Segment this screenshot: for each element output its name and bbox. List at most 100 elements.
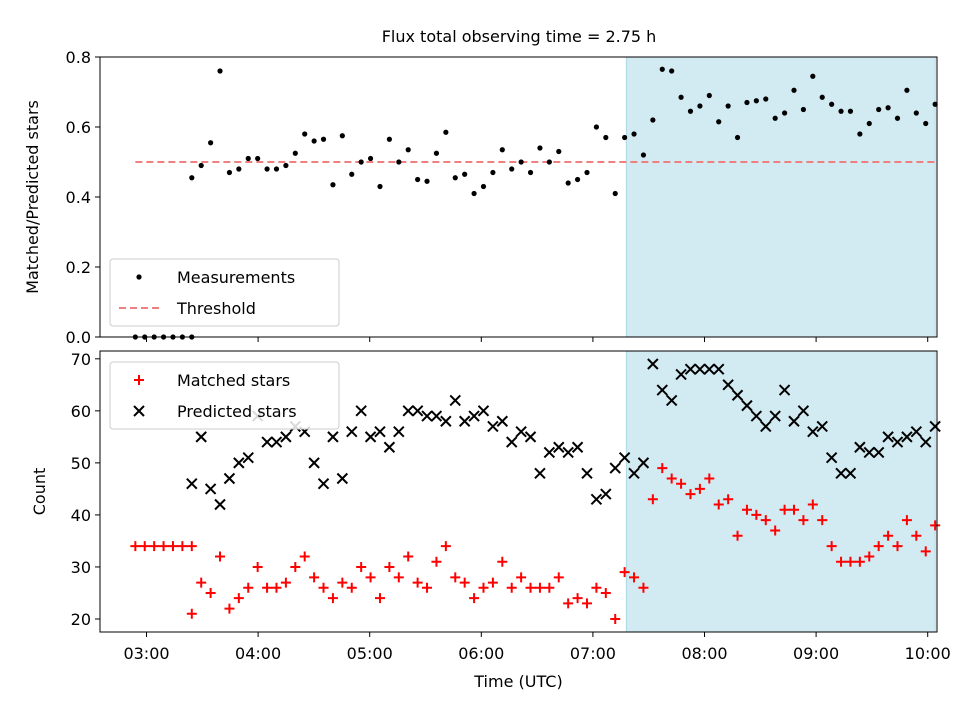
- data-point-predicted: [854, 441, 866, 453]
- data-point-predicted: [562, 446, 574, 459]
- data-point: [857, 131, 863, 137]
- data-point: [358, 159, 364, 165]
- data-point-matched: [619, 567, 630, 578]
- data-point: [706, 92, 712, 99]
- data-point: [772, 115, 778, 121]
- data-point-matched: [676, 478, 687, 489]
- data-point: [255, 155, 261, 162]
- data-point-predicted: [844, 467, 857, 479]
- data-point: [208, 140, 214, 146]
- highlight-band: [625, 350, 936, 633]
- y-tick-label: 0.8: [66, 48, 91, 67]
- data-point: [603, 134, 609, 141]
- x-tick-label: 05:00: [347, 644, 393, 663]
- data-point-matched: [901, 515, 912, 526]
- data-point-predicted: [656, 384, 668, 396]
- data-point: [734, 134, 741, 141]
- data-point: [330, 182, 336, 188]
- data-point-predicted: [778, 384, 791, 396]
- data-point-predicted: [186, 477, 198, 490]
- data-point-matched: [450, 572, 461, 583]
- data-point-predicted: [402, 405, 414, 417]
- data-point-predicted: [487, 420, 499, 433]
- data-point-matched: [911, 530, 922, 541]
- y-tick-label: 60: [71, 402, 91, 421]
- data-point: [292, 150, 298, 156]
- legend-label: Measurements: [177, 268, 295, 287]
- data-point-predicted: [553, 441, 565, 453]
- data-point-matched: [139, 541, 150, 552]
- data-point-matched: [215, 551, 226, 562]
- data-point: [245, 155, 251, 162]
- data-point-matched: [647, 494, 658, 505]
- data-point-predicted: [317, 477, 330, 490]
- data-point: [546, 159, 552, 165]
- data-point-matched: [807, 499, 818, 510]
- data-point-matched: [629, 572, 640, 583]
- data-point-predicted: [195, 431, 207, 443]
- data-point-matched: [356, 561, 367, 572]
- data-point-matched: [205, 587, 216, 598]
- data-point-matched: [920, 546, 931, 557]
- data-point-predicted: [788, 415, 800, 427]
- x-tick-label: 06:00: [458, 644, 504, 663]
- data-point-predicted: [647, 358, 659, 370]
- y-tick-label: 50: [71, 454, 91, 473]
- data-point-predicted: [684, 363, 697, 375]
- data-point-predicted: [242, 451, 254, 464]
- data-point-matched: [779, 504, 790, 515]
- y-tick-label: 20: [71, 610, 91, 629]
- data-point: [565, 180, 571, 186]
- data-point: [443, 129, 449, 135]
- highlight-band: [625, 56, 936, 338]
- data-point-predicted: [364, 431, 377, 443]
- data-point: [283, 162, 289, 169]
- data-point-predicted: [524, 431, 537, 443]
- ratio-panel: 0.0 0.2 0.4 0.6 0.8 Matched/Predicted stars Me…: [23, 48, 938, 347]
- data-point-matched: [826, 541, 837, 552]
- data-point: [697, 103, 703, 109]
- data-point: [396, 159, 402, 165]
- data-point-matched: [233, 593, 244, 604]
- chart-title: Flux total observing time = 2.75 h: [382, 27, 657, 46]
- legend-marker: [136, 274, 142, 280]
- data-point: [349, 171, 355, 177]
- legend-marker: [134, 375, 144, 385]
- data-point-matched: [374, 593, 385, 604]
- legend-box: [109, 258, 340, 327]
- data-point-predicted: [665, 394, 678, 407]
- axes-frame: [99, 350, 938, 633]
- data-point-predicted: [233, 457, 245, 469]
- data-point: [405, 147, 411, 153]
- data-point: [424, 178, 430, 184]
- y-axis-label: Matched/Predicted stars: [23, 100, 42, 294]
- data-point-matched: [149, 541, 160, 552]
- data-point-predicted: [731, 389, 744, 401]
- data-point: [226, 169, 233, 176]
- data-point-matched: [666, 473, 677, 484]
- data-point: [509, 166, 515, 172]
- data-point-predicted: [468, 410, 480, 422]
- x-tick-label: 04:00: [235, 644, 281, 663]
- data-point-matched: [657, 463, 668, 474]
- data-point: [640, 152, 647, 158]
- x-tick-label: 09:00: [793, 644, 839, 663]
- data-point: [847, 108, 854, 114]
- legend-box: [109, 361, 340, 430]
- data-point: [499, 147, 505, 153]
- data-point-predicted: [308, 457, 320, 469]
- x-tick-label: 10:00: [905, 644, 951, 663]
- y-tick-label: 70: [71, 350, 91, 369]
- data-point-predicted: [571, 441, 584, 453]
- data-point-matched: [732, 530, 743, 541]
- data-point-matched: [167, 541, 178, 552]
- data-point-predicted: [374, 425, 386, 438]
- y-tick-label: 0.6: [66, 118, 91, 137]
- data-point-matched: [873, 541, 884, 552]
- data-point: [763, 96, 769, 102]
- data-point: [339, 133, 345, 139]
- y-axis-label: Count: [30, 468, 49, 516]
- data-point-matched: [393, 572, 404, 583]
- data-point-predicted: [929, 420, 941, 433]
- data-point-matched: [760, 515, 771, 526]
